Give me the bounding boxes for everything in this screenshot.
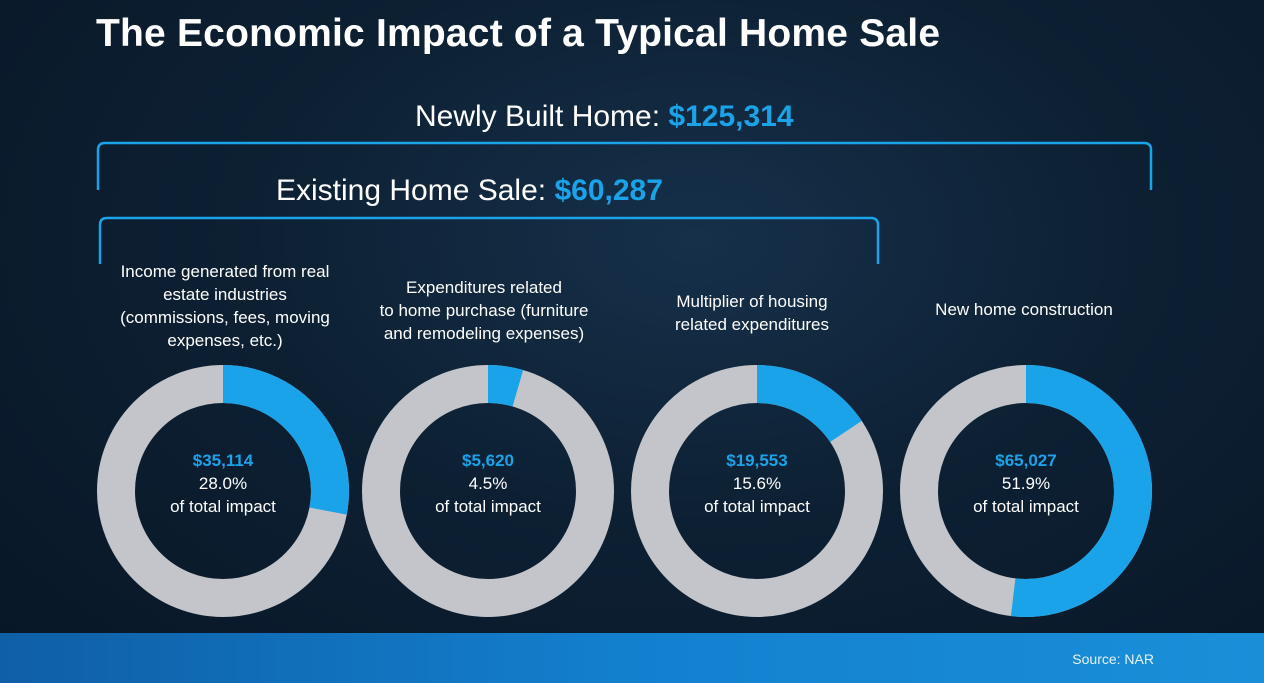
grouping-brackets [96,141,1153,264]
existing-home-total: Existing Home Sale: $60,287 [276,174,663,208]
donut-center: $35,114 28.0% of total impact [123,449,323,518]
segment-value: $35,114 [192,451,254,470]
segment-label-expenditures: Expenditures related to home purchase (f… [354,276,614,345]
segment-caption: of total impact [170,497,276,516]
donut-center: $65,027 51.9% of total impact [926,449,1126,518]
page-title: The Economic Impact of a Typical Home Sa… [96,12,941,55]
donut-rings [362,365,614,617]
existing-home-bracket [98,216,880,264]
segment-label-construction: New home construction [894,298,1154,321]
donut-income: $35,114 28.0% of total impact [97,365,349,617]
donut-slice [631,365,883,617]
existing-home-value: $60,287 [554,174,663,207]
donut-rings [97,365,349,617]
label-line: expenses, etc.) [167,331,283,350]
donut-slice [97,365,349,617]
segment-value: $65,027 [995,451,1057,470]
segment-label-income: Income generated from real estate indust… [95,260,355,352]
segment-caption: of total impact [704,497,810,516]
newly-built-bracket [96,141,1153,190]
label-line: Income generated from real [120,262,330,281]
label-line: (commissions, fees, moving [120,308,330,327]
newly-built-total: Newly Built Home: $125,314 [415,100,794,134]
donut-expenditures: $5,620 4.5% of total impact [362,365,614,617]
segment-percent: 15.6% [732,474,782,493]
label-line: Expenditures related [406,278,562,297]
label-line: New home construction [935,300,1113,319]
segment-percent: 4.5% [468,474,508,493]
label-line: estate industries [163,285,287,304]
newly-built-value: $125,314 [668,100,794,133]
label-line: Multiplier of housing [676,292,828,311]
segment-value: $5,620 [462,451,514,470]
donut-construction: $65,027 51.9% of total impact [900,365,1152,617]
segment-percent: 51.9% [1001,474,1051,493]
segment-caption: of total impact [973,497,1079,516]
donut-rings [900,365,1152,617]
segment-label-multiplier: Multiplier of housing related expenditur… [622,290,882,336]
segment-value: $19,553 [726,451,788,470]
label-line: related expenditures [674,315,830,334]
source-note: Source: NAR [1072,651,1154,667]
donut-center: $19,553 15.6% of total impact [657,449,857,518]
newly-built-label: Newly Built Home: [415,100,669,133]
donut-multiplier: $19,553 15.6% of total impact [631,365,883,617]
label-line: to home purchase (furniture [379,301,589,320]
donut-rings [631,365,883,617]
donut-slice [362,365,614,617]
existing-home-label: Existing Home Sale: [276,174,555,207]
segment-caption: of total impact [435,497,541,516]
label-line: and remodeling expenses) [383,324,585,343]
donut-center: $5,620 4.5% of total impact [388,449,588,518]
footer-bar: Source: NAR [0,633,1264,683]
donut-slice [900,365,1152,617]
segment-percent: 28.0% [198,474,248,493]
